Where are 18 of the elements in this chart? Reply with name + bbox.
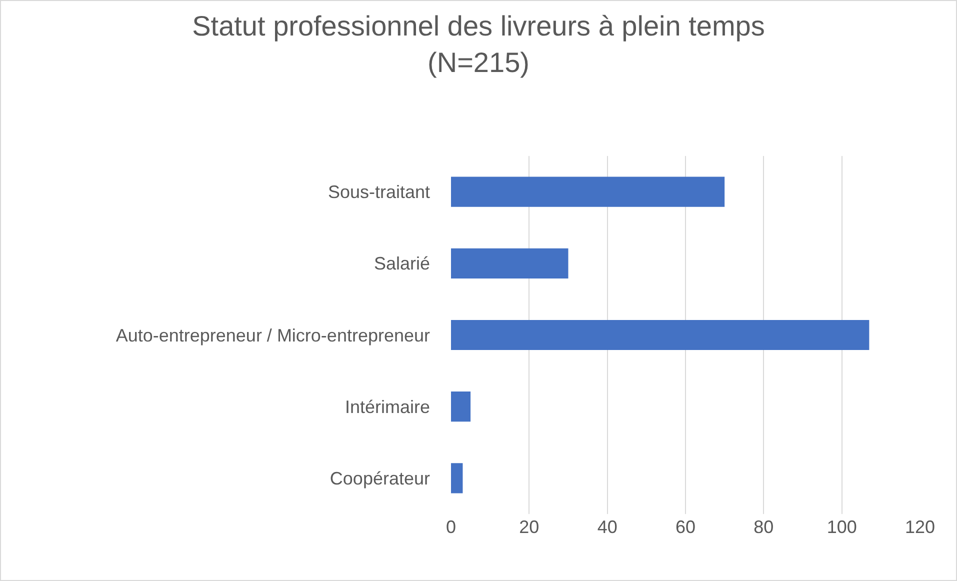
bar: [451, 248, 568, 278]
chart-title: Statut professionnel des livreurs à plein temps (N=215): [192, 10, 765, 78]
bar: [451, 392, 471, 422]
y-tick-label: Sous-traitant: [328, 182, 430, 202]
bar: [451, 320, 870, 350]
x-tick-label: 60: [675, 517, 696, 537]
y-tick-label: Auto-entrepreneur / Micro-entrepreneur: [116, 325, 430, 346]
x-tick-label: 120: [904, 517, 936, 537]
y-tick-label: Coopérateur: [330, 468, 430, 488]
bar: [451, 176, 725, 207]
x-tick-label: 0: [446, 517, 456, 537]
x-tick-label: 20: [519, 517, 540, 537]
x-tick-label: 100: [826, 517, 857, 537]
bar: [451, 463, 463, 494]
x-tick-label: 80: [754, 517, 774, 537]
y-tick-label: Salarié: [374, 254, 430, 274]
y-tick-label: Intérimaire: [344, 396, 430, 417]
x-tick-label: 40: [597, 517, 618, 537]
